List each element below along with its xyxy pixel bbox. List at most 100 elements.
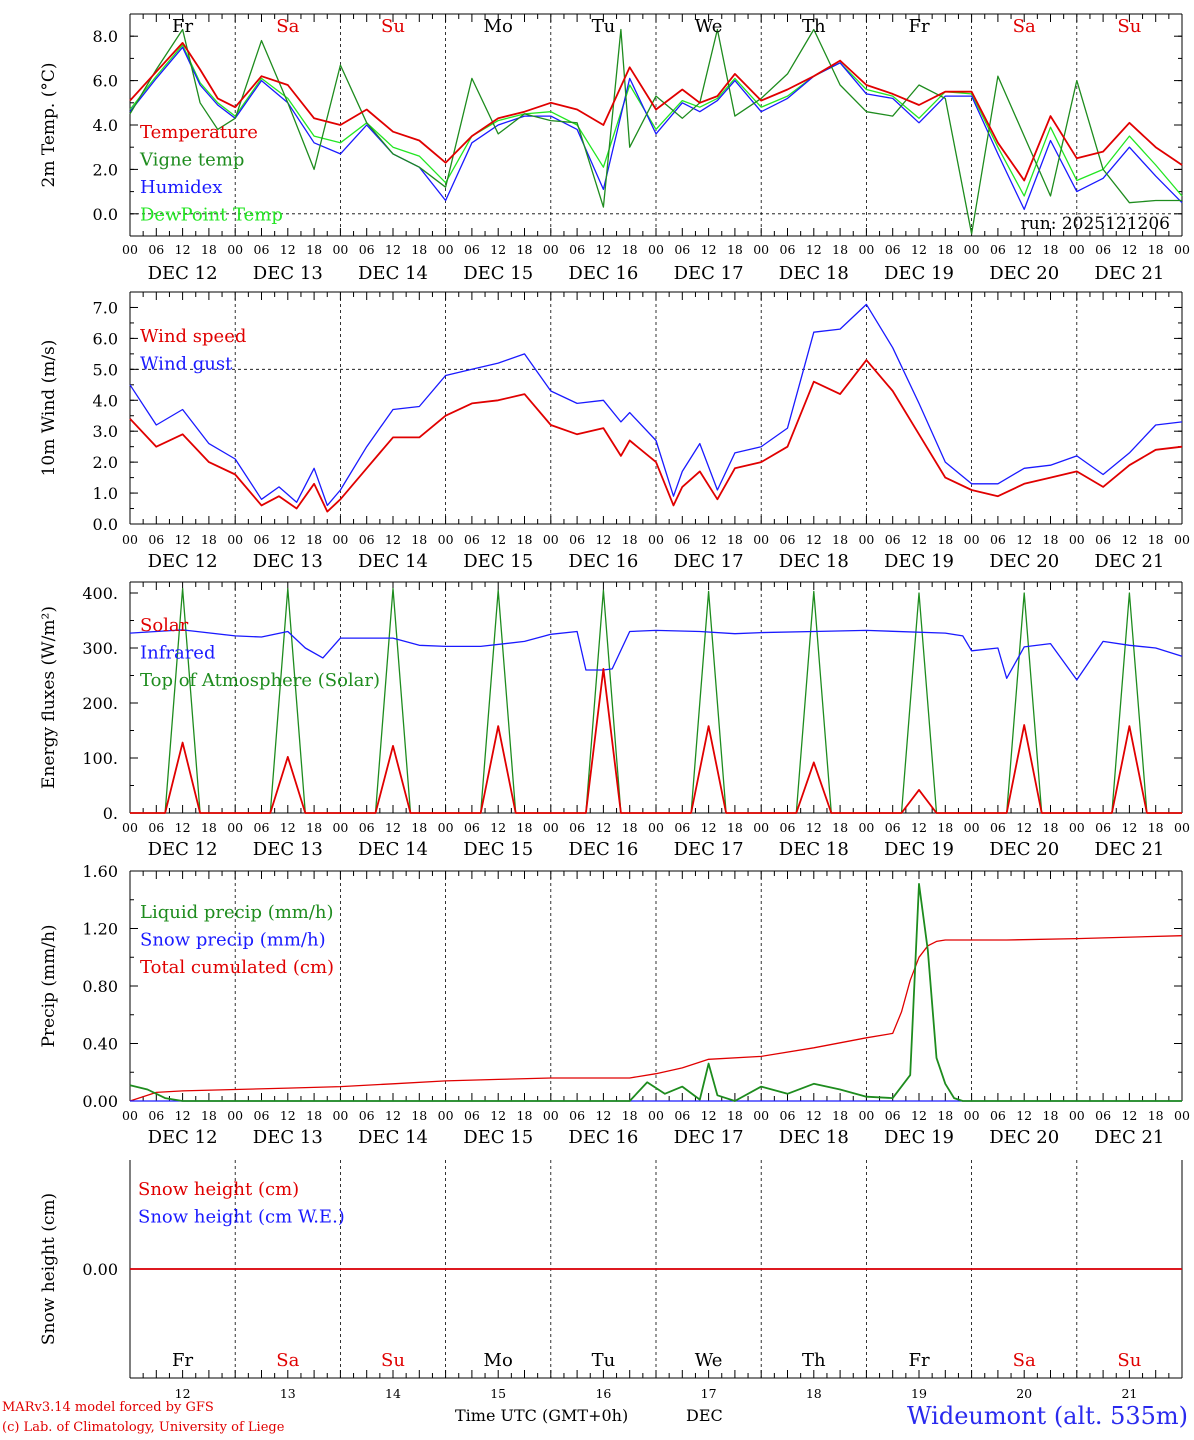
series-line — [129, 28, 1182, 235]
hour-label: 12 — [1016, 820, 1032, 835]
hour-label: 12 — [806, 242, 822, 257]
day-number-label: 20 — [1016, 1386, 1032, 1401]
hour-label: 06 — [569, 820, 585, 835]
hour-label: 12 — [806, 820, 822, 835]
y-tick-label: 100. — [82, 749, 118, 768]
hour-label: 06 — [990, 820, 1006, 835]
hour-label: 18 — [937, 242, 953, 257]
date-label: DEC 15 — [463, 263, 533, 284]
y-tick-label: 7.0 — [93, 298, 118, 317]
hour-label: 00 — [332, 1108, 348, 1123]
x-axis-month: DEC — [686, 1406, 723, 1425]
y-tick-label: 2.0 — [93, 160, 118, 179]
legend-entry: DewPoint Temp — [140, 205, 283, 226]
date-label: DEC 21 — [1094, 263, 1164, 284]
hour-label: 18 — [411, 1108, 427, 1123]
panel-1: 0.0 2.0 4.0 6.0 8.0 2m Temp. (°C) Temperature V… — [39, 13, 1190, 284]
hour-label: 00 — [332, 820, 348, 835]
weekday-label-bottom: Sa — [276, 1350, 299, 1371]
hour-label: 06 — [885, 820, 901, 835]
hour-label: 18 — [517, 532, 533, 547]
weekday-label-top: Su — [1117, 16, 1141, 37]
y-axis-label: Snow height (cm) — [39, 1193, 59, 1345]
date-label: DEC 14 — [358, 263, 428, 284]
hour-label: 12 — [1121, 532, 1137, 547]
date-label: DEC 21 — [1094, 839, 1164, 860]
hour-label: 18 — [306, 532, 322, 547]
hour-label: 06 — [254, 820, 270, 835]
lab-credit-line: (c) Lab. of Climatology, University of L… — [2, 1420, 285, 1435]
panel-4: 0.00 0.40 0.80 1.20 1.60 Precip (mm/h) Liquid … — [39, 862, 1190, 1148]
date-label: DEC 17 — [674, 1127, 744, 1148]
hour-label: 12 — [280, 242, 296, 257]
hour-label: 18 — [622, 242, 638, 257]
hour-label: 12 — [1016, 1108, 1032, 1123]
legend-entry: Wind gust — [140, 354, 233, 375]
hour-label: 00 — [753, 532, 769, 547]
y-tick-label: 0.0 — [93, 515, 118, 534]
hour-label: 12 — [280, 1108, 296, 1123]
hour-label: 00 — [122, 532, 138, 547]
hour-label: 12 — [175, 242, 191, 257]
hour-label: 12 — [385, 820, 401, 835]
date-label: DEC 13 — [253, 839, 323, 860]
legend-entry: Infrared — [140, 643, 215, 664]
hour-label: 06 — [674, 242, 690, 257]
hour-label: 18 — [832, 820, 848, 835]
hour-label: 06 — [780, 1108, 796, 1123]
hour-label: 00 — [753, 242, 769, 257]
weekday-label-top: We — [695, 16, 723, 37]
y-axis-label: Precip (mm/h) — [39, 924, 59, 1047]
hour-label: 00 — [543, 820, 559, 835]
hour-label: 00 — [543, 1108, 559, 1123]
hour-label: 00 — [648, 532, 664, 547]
hour-label: 00 — [753, 1108, 769, 1123]
hour-label: 12 — [280, 820, 296, 835]
hour-label: 12 — [701, 532, 717, 547]
hour-label: 12 — [175, 820, 191, 835]
y-tick-label: 300. — [82, 639, 118, 658]
panel-2: 0.0 1.0 2.0 3.0 4.0 5.0 6.0 7.0 10m Wind (m/s) Wi… — [39, 291, 1190, 572]
date-label: DEC 12 — [148, 263, 218, 284]
hour-label: 12 — [1121, 242, 1137, 257]
hour-label: 18 — [832, 1108, 848, 1123]
date-label: DEC 18 — [779, 1127, 849, 1148]
day-number-label: 12 — [175, 1386, 191, 1401]
hour-label: 12 — [385, 1108, 401, 1123]
date-label: DEC 20 — [989, 263, 1059, 284]
series-line — [129, 359, 1183, 513]
hour-label: 18 — [832, 532, 848, 547]
hour-label: 00 — [648, 820, 664, 835]
date-label: DEC 15 — [463, 839, 533, 860]
hour-label: 00 — [858, 242, 874, 257]
date-label: DEC 13 — [253, 551, 323, 572]
weekday-label-bottom: Th — [802, 1350, 826, 1371]
day-number-label: 13 — [280, 1386, 296, 1401]
date-label: DEC 14 — [358, 1127, 428, 1148]
weekday-label-top: Tu — [592, 16, 616, 37]
hour-label: 18 — [306, 1108, 322, 1123]
series-line — [129, 303, 1183, 507]
hour-label: 18 — [201, 532, 217, 547]
run-annotation: run: 2025121206 — [1021, 214, 1170, 234]
hour-label: 00 — [1069, 242, 1085, 257]
date-label: DEC 20 — [989, 839, 1059, 860]
y-tick-label: 0.80 — [82, 977, 118, 996]
date-label: DEC 16 — [568, 1127, 638, 1148]
legend-entry: Vigne temp — [139, 150, 244, 171]
y-tick-label: 400. — [82, 584, 118, 603]
date-label: DEC 18 — [779, 839, 849, 860]
hour-label: 06 — [464, 1108, 480, 1123]
hour-label: 00 — [1174, 532, 1190, 547]
hour-label: 06 — [464, 820, 480, 835]
hour-label: 12 — [595, 242, 611, 257]
y-tick-label: 1.0 — [93, 484, 118, 503]
series-line — [130, 587, 1182, 814]
hour-label: 00 — [964, 820, 980, 835]
weekday-label-top: Sa — [276, 16, 299, 37]
panel-5: 0.00 Snow height (cm) Snow height (cm) Snow… — [39, 1160, 1183, 1379]
y-tick-label: 1.20 — [82, 920, 118, 939]
hour-label: 00 — [438, 820, 454, 835]
hour-label: 12 — [490, 820, 506, 835]
